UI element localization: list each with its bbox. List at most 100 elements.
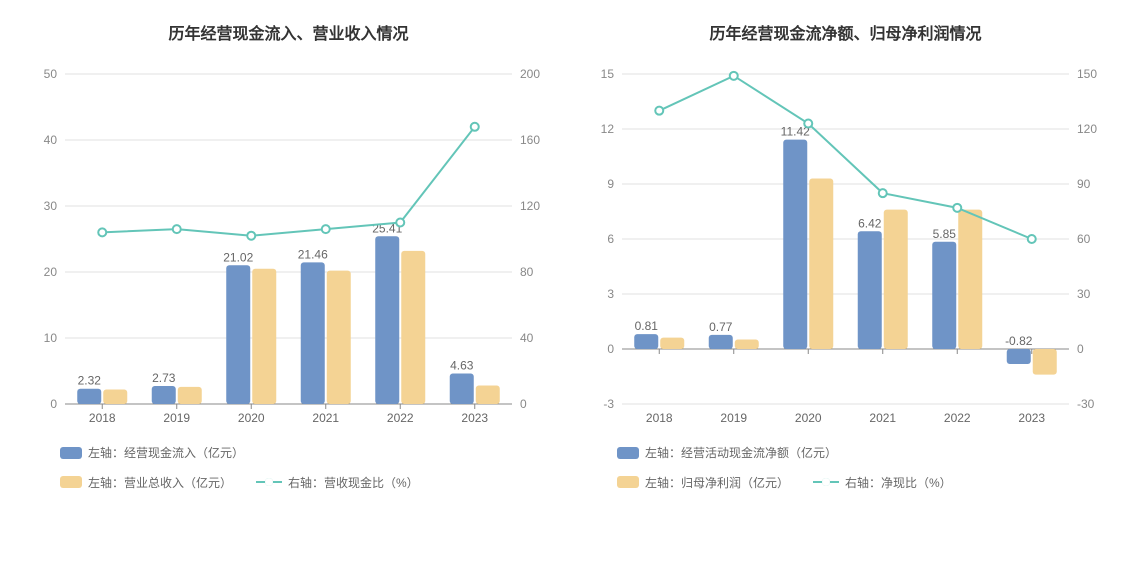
y-left-tick-label: 40 [44,133,58,147]
y-right-tick-label: 40 [520,331,534,345]
chart-left-panel: 历年经营现金流入、营业收入情况 0 10 20 30 40 50 0 40 80 120 160 20… [20,20,557,491]
line-marker [1028,235,1036,243]
bar-series-b [476,386,500,404]
bar-series-b [884,210,908,349]
bar-series-a [1007,349,1031,364]
y-left-tick-label: 3 [607,287,614,301]
bar-series-b [809,179,833,350]
y-left-tick-label: 10 [44,331,58,345]
y-left-tick-label: -3 [603,397,614,411]
x-tick-label: 2019 [720,411,747,425]
bar-series-a [932,242,956,349]
bar-series-a [450,373,474,404]
bar-series-b [252,269,276,404]
y-right-tick-label: 120 [520,199,540,213]
bar-series-a [226,265,250,404]
x-tick-label: 2023 [1018,411,1045,425]
chart-left-legend: 左轴：经营现金流入（亿元） 左轴：营业总收入（亿元） 右轴：营收现金比（%） [20,444,557,491]
legend-label: 左轴：营业总收入（亿元） [88,474,232,491]
bar-label: 6.42 [858,216,882,230]
legend-item: 右轴：净现比（%） [813,474,952,491]
x-tick-label: 2021 [312,411,339,425]
bar-label: -0.82 [1005,334,1033,348]
line-marker [655,107,663,115]
line-marker [396,219,404,227]
line-marker [322,225,330,233]
y-right-tick-label: 80 [520,265,534,279]
legend-item: 左轴：营业总收入（亿元） [60,474,232,491]
legend-row: 左轴：经营活动现金流净额（亿元） [617,444,1114,462]
bar-label: 5.85 [933,227,957,241]
bar-series-a [375,236,399,404]
bar-series-b [178,387,202,404]
x-tick-label: 2018 [646,411,673,425]
line-marker [804,120,812,128]
y-left-tick-label: 30 [44,199,58,213]
y-right-tick-label: 200 [520,67,540,81]
y-right-tick-label: 0 [520,397,527,411]
bar-series-b [401,251,425,404]
x-tick-label: 2023 [461,411,488,425]
chart-right-title: 历年经营现金流净额、归母净利润情况 [577,20,1114,44]
bar-label: 0.77 [709,320,733,334]
x-tick-label: 2020 [238,411,265,425]
y-left-tick-label: 50 [44,67,58,81]
y-left-tick-label: 20 [44,265,58,279]
bar-series-b [660,338,684,349]
y-right-tick-label: 90 [1077,177,1091,191]
legend-swatch [813,476,839,488]
chart-left-svg: 0 10 20 30 40 50 0 40 80 120 160 200 2018 2019 2020 202… [20,64,557,434]
line-marker [247,232,255,240]
legend-row: 左轴：归母净利润（亿元） 右轴：净现比（%） [617,474,1114,491]
y-left-tick-label: 6 [607,232,614,246]
bar-series-b [958,210,982,349]
legend-swatch [617,447,639,459]
bar-series-a [783,140,807,349]
legend-swatch [256,476,282,488]
legend-label: 左轴：归母净利润（亿元） [645,474,789,491]
bar-series-a [301,262,325,404]
legend-label: 左轴：经营活动现金流净额（亿元） [645,444,837,461]
line-series [102,127,475,236]
y-right-tick-label: 0 [1077,342,1084,356]
y-left-tick-label: 12 [601,122,615,136]
chart-right-legend: 左轴：经营活动现金流净额（亿元） 左轴：归母净利润（亿元） 右轴：净现比（%） [577,444,1114,491]
bar-label: 21.02 [223,250,253,264]
bar-series-b [735,339,759,349]
legend-item: 右轴：营收现金比（%） [256,474,419,491]
legend-row: 左轴：经营现金流入（亿元） [60,444,557,462]
x-tick-label: 2021 [869,411,896,425]
legend-swatch [60,476,82,488]
line-marker [471,123,479,131]
bar-series-a [152,386,176,404]
y-right-tick-label: 150 [1077,67,1097,81]
bar-series-a [858,231,882,349]
line-marker [879,189,887,197]
legend-label: 右轴：净现比（%） [845,474,952,491]
bar-label: 2.73 [152,371,176,385]
bar-label: 4.63 [450,358,474,372]
y-left-tick-label: 15 [601,67,615,81]
legend-swatch [617,476,639,488]
chart-right-area: -303691215-30030609012015020182019202020… [577,64,1114,434]
legend-label: 左轴：经营现金流入（亿元） [88,444,244,461]
y-right-tick-label: 60 [1077,232,1091,246]
bar-label: 0.81 [635,319,659,333]
y-left-tick-label: 0 [607,342,614,356]
bar-series-b [103,389,127,404]
y-right-tick-label: 120 [1077,122,1097,136]
bar-series-a [634,334,658,349]
y-left-tick-label: 0 [50,397,57,411]
x-tick-label: 2022 [944,411,971,425]
bar-series-a [77,389,101,404]
bar-series-b [327,271,351,404]
x-tick-label: 2019 [163,411,190,425]
legend-row: 左轴：营业总收入（亿元） 右轴：营收现金比（%） [60,474,557,491]
legend-item: 左轴：经营现金流入（亿元） [60,444,244,461]
chart-right-panel: 历年经营现金流净额、归母净利润情况 -303691215-30030609012… [577,20,1114,491]
y-right-tick-label: 160 [520,133,540,147]
y-right-tick-label: -30 [1077,397,1095,411]
chart-left-title: 历年经营现金流入、营业收入情况 [20,20,557,44]
legend-item: 左轴：经营活动现金流净额（亿元） [617,444,837,461]
x-tick-label: 2018 [89,411,116,425]
